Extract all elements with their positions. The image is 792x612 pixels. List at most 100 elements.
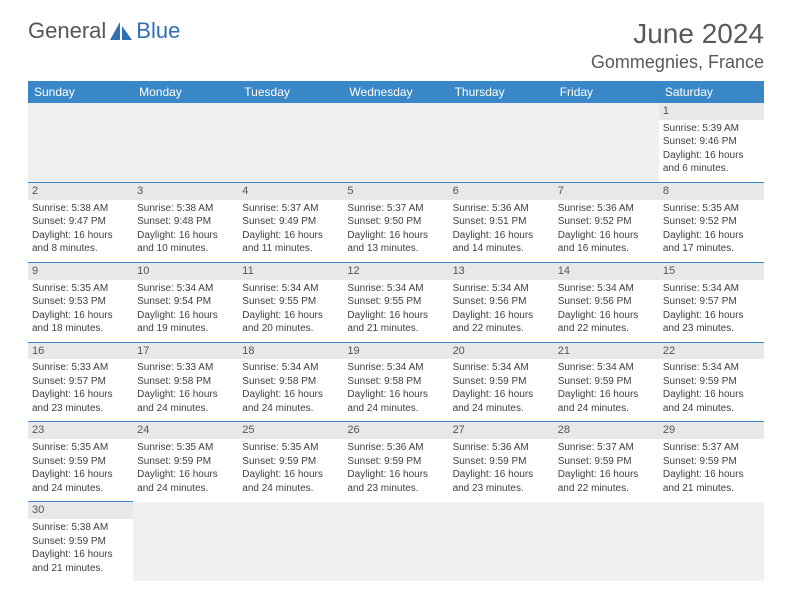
day-cell: 16Sunrise: 5:33 AMSunset: 9:57 PMDayligh… [28,342,133,422]
day-number: 29 [659,422,764,439]
weekday-header: Sunday [28,81,133,103]
empty-cell [238,103,343,182]
sunrise-line: Sunrise: 5:33 AM [32,361,129,375]
day-cell: 6Sunrise: 5:36 AMSunset: 9:51 PMDaylight… [449,182,554,262]
sunrise-line: Sunrise: 5:34 AM [663,282,760,296]
day-number: 20 [449,343,554,360]
sunset-line: Sunset: 9:55 PM [242,295,339,309]
daylight-line: Daylight: 16 hours and 24 minutes. [242,388,339,415]
sunrise-line: Sunrise: 5:35 AM [663,202,760,216]
day-number: 13 [449,263,554,280]
sail-icon [108,20,134,42]
day-cell: 10Sunrise: 5:34 AMSunset: 9:54 PMDayligh… [133,262,238,342]
sunset-line: Sunset: 9:47 PM [32,215,129,229]
weekday-header: Monday [133,81,238,103]
empty-cell [554,502,659,581]
day-number: 25 [238,422,343,439]
sunrise-line: Sunrise: 5:38 AM [32,202,129,216]
day-cell: 18Sunrise: 5:34 AMSunset: 9:58 PMDayligh… [238,342,343,422]
day-number: 11 [238,263,343,280]
sunset-line: Sunset: 9:59 PM [347,455,444,469]
day-cell: 7Sunrise: 5:36 AMSunset: 9:52 PMDaylight… [554,182,659,262]
day-cell: 20Sunrise: 5:34 AMSunset: 9:59 PMDayligh… [449,342,554,422]
empty-cell [659,502,764,581]
empty-cell [28,103,133,182]
sunset-line: Sunset: 9:59 PM [32,535,129,549]
sunrise-line: Sunrise: 5:34 AM [347,361,444,375]
sunset-line: Sunset: 9:57 PM [663,295,760,309]
title-block: June 2024 Gommegnies, France [591,18,764,73]
day-cell: 3Sunrise: 5:38 AMSunset: 9:48 PMDaylight… [133,182,238,262]
sunset-line: Sunset: 9:51 PM [453,215,550,229]
sunrise-line: Sunrise: 5:34 AM [242,282,339,296]
day-cell: 30Sunrise: 5:38 AMSunset: 9:59 PMDayligh… [28,502,133,581]
calendar-row: 30Sunrise: 5:38 AMSunset: 9:59 PMDayligh… [28,502,764,581]
sunrise-line: Sunrise: 5:37 AM [663,441,760,455]
sunrise-line: Sunrise: 5:36 AM [347,441,444,455]
daylight-line: Daylight: 16 hours and 24 minutes. [558,388,655,415]
day-cell: 4Sunrise: 5:37 AMSunset: 9:49 PMDaylight… [238,182,343,262]
sunset-line: Sunset: 9:49 PM [242,215,339,229]
sunrise-line: Sunrise: 5:33 AM [137,361,234,375]
day-number: 2 [28,183,133,200]
sunset-line: Sunset: 9:50 PM [347,215,444,229]
sunrise-line: Sunrise: 5:37 AM [347,202,444,216]
header: General Blue June 2024 Gommegnies, Franc… [28,18,764,73]
brand-name-2: Blue [136,18,180,44]
sunset-line: Sunset: 9:57 PM [32,375,129,389]
sunrise-line: Sunrise: 5:38 AM [32,521,129,535]
daylight-line: Daylight: 16 hours and 23 minutes. [32,388,129,415]
sunrise-line: Sunrise: 5:34 AM [347,282,444,296]
sunset-line: Sunset: 9:58 PM [137,375,234,389]
day-number: 7 [554,183,659,200]
day-number: 27 [449,422,554,439]
daylight-line: Daylight: 16 hours and 8 minutes. [32,229,129,256]
sunset-line: Sunset: 9:52 PM [663,215,760,229]
sunset-line: Sunset: 9:59 PM [558,455,655,469]
day-cell: 14Sunrise: 5:34 AMSunset: 9:56 PMDayligh… [554,262,659,342]
daylight-line: Daylight: 16 hours and 13 minutes. [347,229,444,256]
sunset-line: Sunset: 9:56 PM [558,295,655,309]
day-cell: 5 Sunrise: 5:37 AMSunset: 9:50 PMDaylight… [343,182,448,262]
sunset-line: Sunset: 9:53 PM [32,295,129,309]
day-number: 22 [659,343,764,360]
day-number: 3 [133,183,238,200]
day-number: 15 [659,263,764,280]
day-number: 24 [133,422,238,439]
day-number: 1 [659,103,764,120]
sunrise-line: Sunrise: 5:36 AM [558,202,655,216]
sunrise-line: Sunrise: 5:34 AM [558,361,655,375]
daylight-line: Daylight: 16 hours and 23 minutes. [663,309,760,336]
day-number: 26 [343,422,448,439]
day-number: 12 [343,263,448,280]
empty-cell [343,103,448,182]
day-number: 17 [133,343,238,360]
day-number: 10 [133,263,238,280]
sunset-line: Sunset: 9:58 PM [347,375,444,389]
day-cell: 12Sunrise: 5:34 AMSunset: 9:55 PMDayligh… [343,262,448,342]
empty-cell [238,502,343,581]
weekday-header-row: Sunday Monday Tuesday Wednesday Thursday… [28,81,764,103]
day-number: 5 [343,183,448,200]
day-cell: 1Sunrise: 5:39 AMSunset: 9:46 PMDaylight… [659,103,764,182]
daylight-line: Daylight: 16 hours and 21 minutes. [32,548,129,575]
weekday-header: Tuesday [238,81,343,103]
weekday-header: Saturday [659,81,764,103]
day-number: 8 [659,183,764,200]
daylight-line: Daylight: 16 hours and 17 minutes. [663,229,760,256]
daylight-line: Daylight: 16 hours and 24 minutes. [663,388,760,415]
sunrise-line: Sunrise: 5:35 AM [32,441,129,455]
daylight-line: Daylight: 16 hours and 14 minutes. [453,229,550,256]
daylight-line: Daylight: 16 hours and 22 minutes. [558,309,655,336]
sunset-line: Sunset: 9:59 PM [137,455,234,469]
day-cell: 26Sunrise: 5:36 AMSunset: 9:59 PMDayligh… [343,422,448,502]
day-number: 16 [28,343,133,360]
sunrise-line: Sunrise: 5:35 AM [32,282,129,296]
daylight-line: Daylight: 16 hours and 19 minutes. [137,309,234,336]
brand-logo: General Blue [28,18,180,44]
day-cell: 13Sunrise: 5:34 AMSunset: 9:56 PMDayligh… [449,262,554,342]
sunset-line: Sunset: 9:52 PM [558,215,655,229]
sunset-line: Sunset: 9:59 PM [453,455,550,469]
day-number: 28 [554,422,659,439]
day-cell: 28Sunrise: 5:37 AMSunset: 9:59 PMDayligh… [554,422,659,502]
